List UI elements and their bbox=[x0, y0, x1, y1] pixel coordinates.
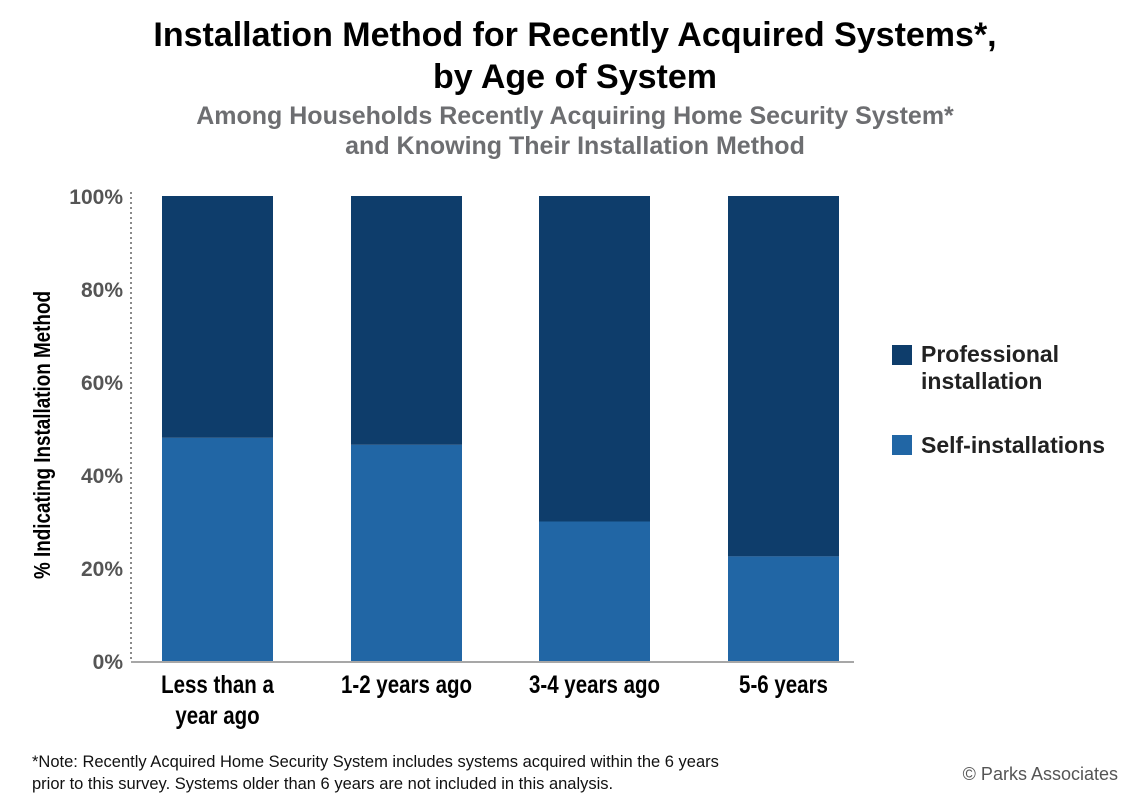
axis-layer bbox=[130, 192, 854, 663]
copyright: © Parks Associates bbox=[962, 764, 1118, 784]
footnote: *Note: Recently Acquired Home Security S… bbox=[32, 751, 719, 795]
chart-subtitle-line-2: and Knowing Their Installation Method bbox=[345, 132, 805, 160]
chart-title: Installation Method for Recently Acquire… bbox=[0, 14, 1127, 98]
labels-layer: 0% 20% 40% 60% 80% 100% % Indicating Installat… bbox=[30, 186, 828, 729]
y-tick-label: 80% bbox=[81, 279, 123, 302]
y-tick-label: 0% bbox=[93, 651, 124, 674]
x-category-label-line: 3-4 years ago bbox=[529, 670, 660, 698]
bar-professional-2 bbox=[539, 196, 650, 522]
x-category-label-line: Less than a bbox=[161, 670, 274, 698]
legend-label-professional-line-2: installation bbox=[921, 368, 1043, 394]
x-category-label-1: 1-2 years ago bbox=[341, 670, 472, 698]
footnote-line-2: prior to this survey. Systems older than… bbox=[32, 775, 614, 793]
x-category-label-2: 3-4 years ago bbox=[529, 670, 660, 698]
x-category-label-line: 1-2 years ago bbox=[341, 670, 472, 698]
chart-subtitle-line-1: Among Households Recently Acquiring Home… bbox=[196, 102, 954, 130]
x-category-label-line: year ago bbox=[175, 701, 259, 729]
bars-layer bbox=[162, 196, 839, 661]
footnote-line-1: *Note: Recently Acquired Home Security S… bbox=[32, 753, 719, 771]
bar-professional-0 bbox=[162, 196, 273, 438]
legend-label-self: Self-installations bbox=[921, 432, 1106, 458]
x-category-label-line: 5-6 years bbox=[739, 670, 828, 698]
x-category-label-3: 5-6 years bbox=[739, 670, 828, 698]
legend-swatch-self bbox=[892, 435, 912, 455]
bar-self-1 bbox=[351, 444, 462, 661]
x-category-label-0: Less than a year ago bbox=[161, 670, 274, 729]
chart-subtitle: Among Households Recently Acquiring Home… bbox=[0, 101, 1127, 161]
bar-professional-1 bbox=[351, 196, 462, 445]
y-tick-label: 60% bbox=[81, 372, 123, 395]
bar-self-2 bbox=[539, 521, 650, 661]
bar-professional-3 bbox=[728, 196, 839, 557]
y-tick-label: 20% bbox=[81, 558, 123, 581]
legend-label-professional: Professional installation bbox=[921, 341, 1059, 395]
y-tick-label: 100% bbox=[69, 186, 123, 209]
chart-title-line-2: by Age of System bbox=[432, 58, 718, 96]
y-tick-label: 40% bbox=[81, 465, 123, 488]
chart-title-line-1: Installation Method for Recently Acquire… bbox=[153, 16, 997, 54]
bar-self-3 bbox=[728, 556, 839, 661]
bar-self-0 bbox=[162, 437, 273, 661]
legend-swatch-professional bbox=[892, 345, 912, 365]
y-axis-title: % Indicating Installation Method bbox=[30, 291, 55, 579]
legend-label-professional-line-1: Professional bbox=[921, 341, 1060, 367]
